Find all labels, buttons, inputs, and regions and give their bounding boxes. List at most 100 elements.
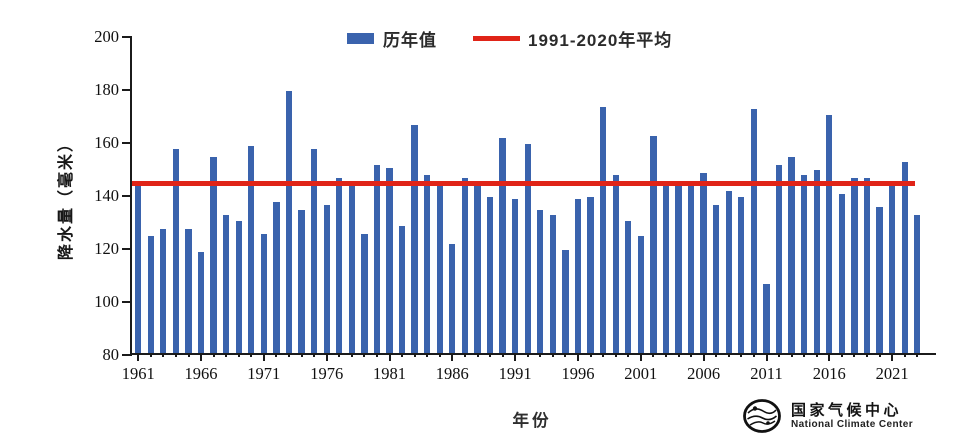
- legend-avg-label: 1991-2020年平均: [528, 31, 673, 50]
- y-tick-label-180: 180: [94, 80, 119, 99]
- bar-1978: [348, 180, 355, 353]
- bar-1993: [537, 209, 544, 353]
- x-tick-2014: [803, 353, 806, 357]
- bar-1962: [147, 236, 154, 353]
- bar-1965: [185, 228, 192, 353]
- x-tick-1985: [438, 353, 441, 357]
- x-tick-1991: [514, 353, 517, 361]
- bar-2021: [888, 180, 896, 353]
- x-tick-label-1976: 1976: [310, 364, 344, 383]
- x-tick-2021: [891, 353, 894, 361]
- bar-1973: [285, 90, 293, 353]
- x-tick-label-1961: 1961: [121, 364, 155, 383]
- x-tick-2015: [815, 353, 818, 357]
- x-tick-1997: [589, 353, 592, 357]
- x-tick-label-2016: 2016: [812, 364, 846, 383]
- bar-2019: [863, 178, 871, 353]
- x-tick-1961: [137, 353, 140, 361]
- bar-2001: [637, 236, 644, 353]
- bar-1982: [398, 225, 406, 353]
- x-tick-1962: [149, 353, 152, 357]
- bar-2017: [838, 194, 845, 353]
- bar-1990: [499, 138, 506, 353]
- y-tick-120: [122, 248, 132, 250]
- x-tick-2012: [778, 353, 780, 357]
- bar-2010: [750, 109, 758, 353]
- y-tick-label-120: 120: [94, 239, 119, 258]
- ncc-logo: 国家气候中心 National Climate Center: [741, 396, 913, 436]
- bar-2022: [901, 162, 908, 353]
- x-tick-1976: [325, 353, 328, 361]
- x-tick-2004: [677, 353, 680, 357]
- x-tick-1996: [577, 353, 579, 361]
- x-tick-1987: [463, 353, 466, 357]
- legend-bar-swatch: [347, 33, 374, 44]
- x-tick-1966: [200, 353, 202, 361]
- bar-2000: [625, 220, 632, 353]
- bar-2018: [851, 178, 858, 353]
- bar-2005: [687, 180, 695, 353]
- x-tick-1999: [614, 353, 617, 357]
- bar-2013: [788, 156, 795, 353]
- bar-1972: [273, 202, 280, 353]
- x-tick-1969: [237, 353, 240, 357]
- y-tick-200: [122, 36, 132, 38]
- x-tick-2016: [828, 353, 831, 361]
- bar-1961: [135, 186, 142, 353]
- x-tick-2003: [664, 353, 667, 357]
- x-tick-2023: [916, 353, 919, 357]
- x-tick-1970: [250, 353, 253, 357]
- bar-1995: [562, 249, 569, 353]
- bar-2007: [713, 204, 720, 353]
- bar-1985: [436, 183, 443, 353]
- bar-2004: [675, 180, 682, 353]
- x-tick-1981: [388, 353, 391, 361]
- ncc-logo-texts: 国家气候中心 National Climate Center: [791, 402, 913, 431]
- x-tick-label-2001: 2001: [624, 364, 658, 383]
- ncc-emblem-icon: [743, 399, 781, 433]
- bar-2006: [700, 172, 707, 353]
- x-tick-1984: [426, 353, 429, 357]
- bar-1991: [511, 199, 519, 353]
- x-tick-2009: [740, 353, 743, 357]
- x-tick-1975: [313, 353, 316, 357]
- x-tick-2006: [702, 353, 705, 361]
- x-tick-1968: [225, 353, 228, 357]
- x-tick-label-2011: 2011: [750, 364, 783, 383]
- x-tick-1988: [476, 353, 479, 357]
- bar-1971: [260, 233, 268, 353]
- bar-1974: [298, 209, 305, 353]
- bar-1992: [524, 143, 531, 353]
- x-tick-2010: [752, 353, 755, 357]
- bar-2008: [725, 191, 732, 353]
- bar-1988: [474, 186, 481, 353]
- x-tick-label-1966: 1966: [184, 364, 218, 383]
- bar-1986: [449, 244, 456, 353]
- x-tick-label-2006: 2006: [687, 364, 721, 383]
- x-tick-1977: [338, 353, 341, 357]
- legend-series-label: 历年值: [383, 31, 437, 50]
- legend-avgline-swatch: [473, 36, 520, 41]
- x-tick-2001: [639, 353, 642, 361]
- bar-2023: [914, 215, 921, 353]
- x-tick-1993: [539, 353, 542, 357]
- bar-1976: [323, 204, 330, 353]
- x-tick-1971: [262, 353, 265, 361]
- x-tick-1964: [174, 353, 177, 357]
- x-tick-1989: [489, 353, 491, 357]
- plot-area: 1961 1966 1971 1976 1981 1986 1991 1996 2001 2006…: [94, 27, 936, 383]
- x-tick-1994: [551, 353, 554, 357]
- x-tick-label-1991: 1991: [498, 364, 532, 383]
- x-tick-2011: [765, 353, 768, 361]
- x-tick-2020: [878, 353, 881, 357]
- x-tick-1986: [451, 353, 454, 361]
- bar-1964: [172, 148, 180, 353]
- bar-2014: [800, 175, 808, 353]
- y-tick-label-80: 80: [102, 345, 120, 364]
- bar-1968: [223, 215, 230, 353]
- x-tick-1972: [275, 353, 278, 357]
- y-tick-140: [122, 195, 132, 197]
- bar-1970: [248, 146, 255, 353]
- x-tick-1979: [363, 353, 366, 357]
